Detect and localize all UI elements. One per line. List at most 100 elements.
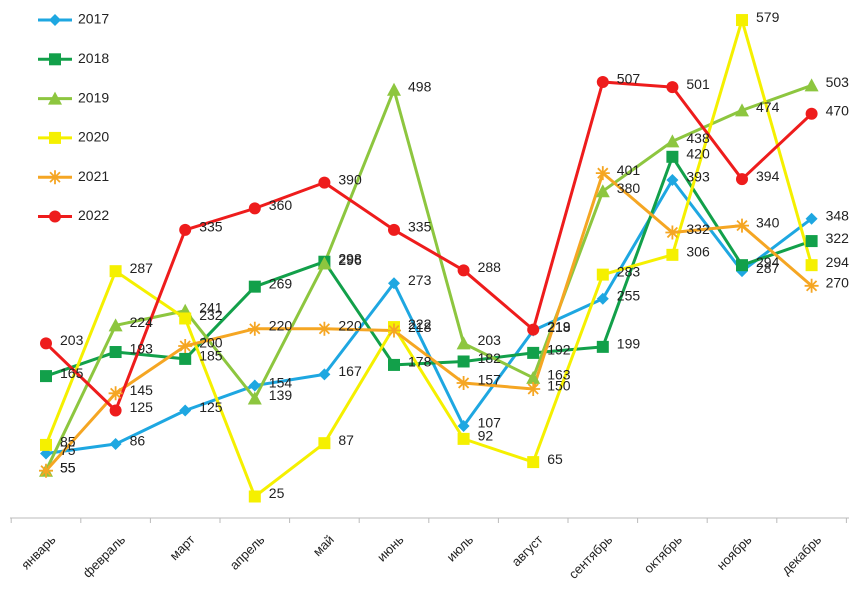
marker <box>736 259 748 272</box>
x-tick-label: март <box>167 532 198 563</box>
data-label: 393 <box>686 169 710 185</box>
marker <box>247 321 262 336</box>
marker <box>526 370 541 384</box>
series-line <box>44 80 813 412</box>
marker <box>108 386 123 401</box>
marker <box>109 265 122 278</box>
data-label: 75 <box>60 442 76 458</box>
series-line <box>44 171 813 472</box>
data-label: 255 <box>617 287 641 303</box>
x-tick-label: октябрь <box>641 532 685 576</box>
marker <box>666 81 679 94</box>
marker <box>387 323 401 338</box>
marker <box>456 336 471 350</box>
data-label: 501 <box>686 76 710 92</box>
data-label: 273 <box>408 272 432 288</box>
series-line <box>44 84 813 472</box>
marker <box>665 134 680 148</box>
data-label: 394 <box>756 168 780 184</box>
series-line <box>45 178 813 455</box>
marker <box>109 438 122 451</box>
legend-label: 2021 <box>78 168 109 184</box>
data-label: 55 <box>60 459 76 475</box>
legend-label: 2017 <box>78 11 109 27</box>
data-label: 107 <box>478 415 502 431</box>
data-label: 294 <box>826 254 849 270</box>
data-label: 348 <box>826 207 849 223</box>
data-label: 579 <box>756 9 780 25</box>
data-label: 87 <box>338 432 354 448</box>
data-label: 340 <box>756 214 780 230</box>
x-tick-label: декабрь <box>779 532 825 578</box>
marker <box>248 490 261 503</box>
x-tick-label: июль <box>444 532 477 565</box>
x-tick-label: январь <box>18 532 59 573</box>
marker <box>387 82 401 96</box>
marker <box>109 404 122 417</box>
marker <box>805 235 818 248</box>
data-label: 232 <box>199 307 223 323</box>
data-label: 294 <box>756 254 780 270</box>
data-label: 288 <box>478 259 502 275</box>
marker <box>457 264 470 277</box>
data-label: 287 <box>756 260 780 276</box>
data-label: 167 <box>338 363 362 379</box>
data-label: 401 <box>617 162 641 178</box>
marker <box>527 346 540 359</box>
data-label: 220 <box>338 318 362 334</box>
marker <box>595 184 610 198</box>
marker <box>527 456 540 469</box>
marker <box>40 337 52 350</box>
marker <box>317 321 332 336</box>
marker <box>456 375 471 390</box>
marker <box>108 318 123 332</box>
marker <box>804 278 819 293</box>
marker <box>596 75 609 88</box>
series-line <box>45 155 813 378</box>
data-label: 438 <box>686 130 710 146</box>
marker <box>736 14 748 27</box>
data-label: 507 <box>617 71 641 87</box>
data-label: 332 <box>686 221 710 237</box>
marker <box>179 352 192 365</box>
data-label: 498 <box>408 78 432 94</box>
legend-marker <box>48 170 62 185</box>
data-label: 335 <box>408 219 432 235</box>
data-label: 192 <box>547 342 571 358</box>
marker <box>179 404 192 417</box>
data-label: 287 <box>130 260 154 276</box>
data-label: 125 <box>130 399 154 415</box>
data-label: 269 <box>269 275 293 291</box>
marker <box>736 173 748 186</box>
data-label: 193 <box>130 341 154 357</box>
marker <box>595 166 610 181</box>
data-label: 163 <box>547 367 571 383</box>
x-tick-label: сентябрь <box>566 532 616 582</box>
data-label: 420 <box>686 146 710 162</box>
legend-label: 2022 <box>78 207 109 223</box>
marker <box>457 419 470 432</box>
marker <box>666 248 679 261</box>
data-label: 185 <box>199 348 223 364</box>
marker <box>805 107 818 120</box>
marker <box>388 223 400 236</box>
data-label: 470 <box>826 103 849 119</box>
data-label: 380 <box>617 180 641 196</box>
marker <box>596 292 609 305</box>
x-tick-label: июнь <box>374 532 407 565</box>
data-label: 86 <box>130 433 146 449</box>
data-label: 85 <box>60 434 76 450</box>
data-label: 474 <box>756 99 780 115</box>
legend-marker <box>49 210 61 223</box>
data-label: 222 <box>408 316 432 332</box>
marker <box>805 259 818 272</box>
data-label: 220 <box>269 318 293 334</box>
marker <box>735 218 749 233</box>
marker <box>318 176 331 189</box>
legend-marker <box>48 91 62 105</box>
x-tick-label: апрель <box>227 532 268 573</box>
marker <box>805 212 818 225</box>
data-label: 139 <box>269 387 293 403</box>
marker <box>318 437 331 450</box>
